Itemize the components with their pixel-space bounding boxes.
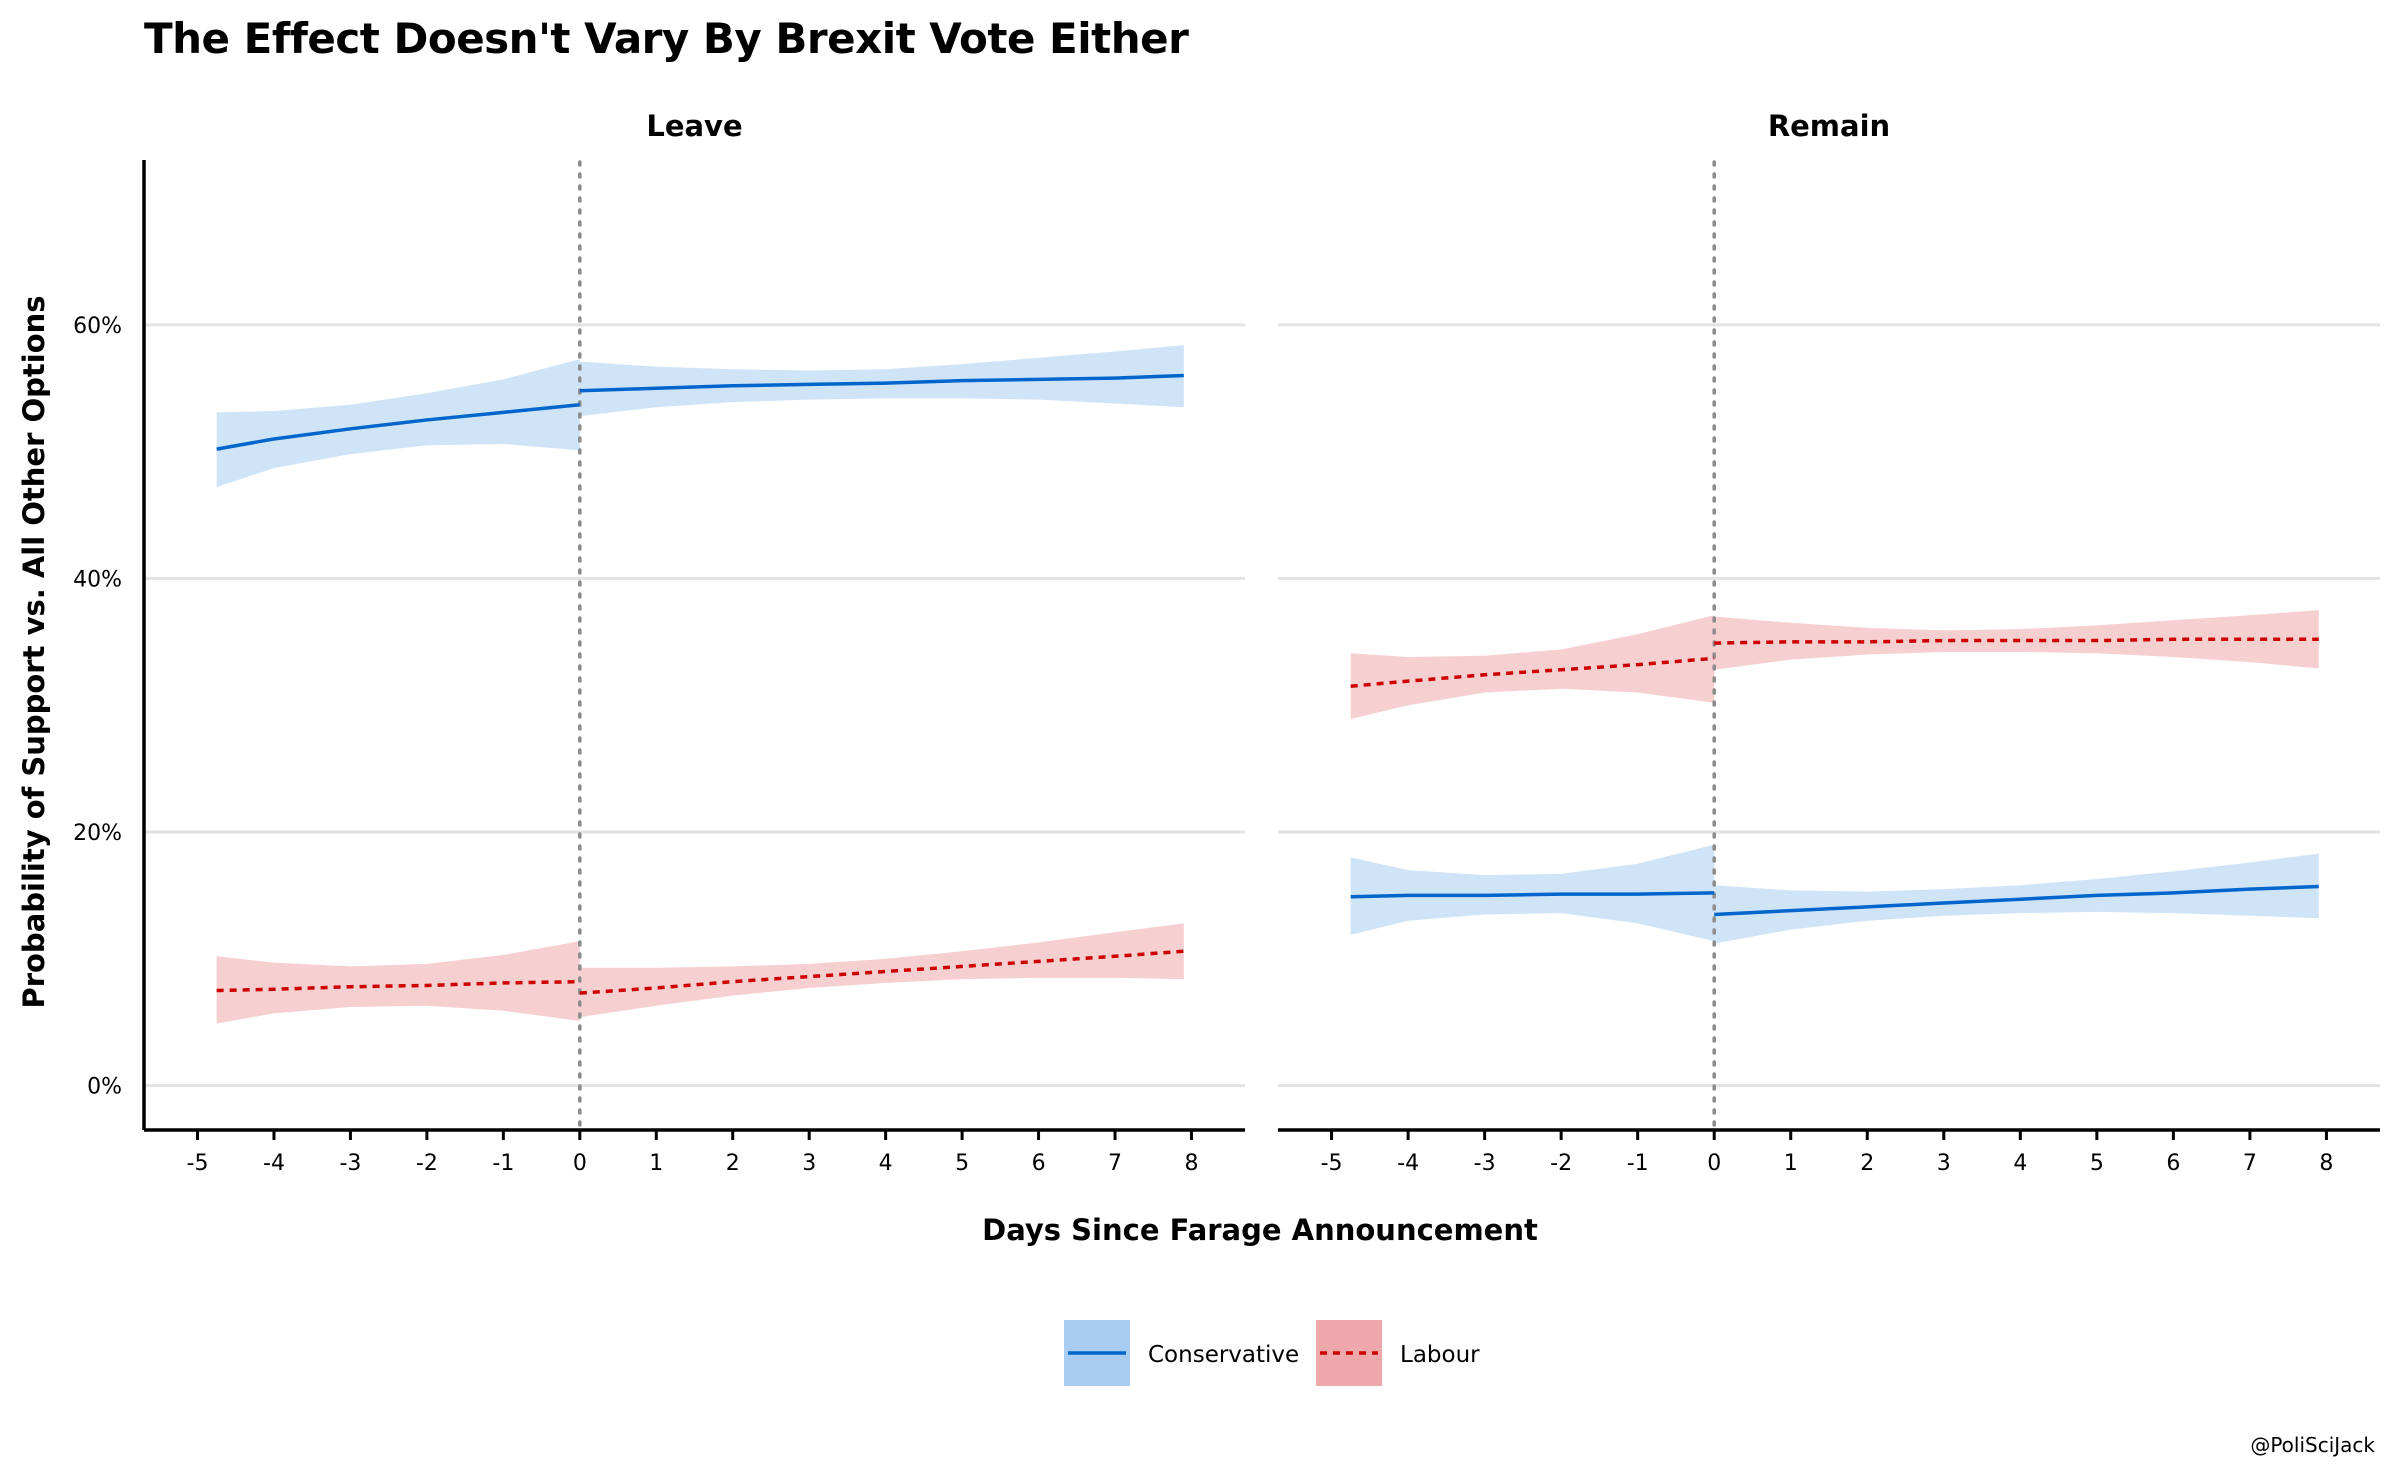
x-tick-label: -1	[492, 1151, 514, 1176]
x-tick-label: 3	[1937, 1151, 1951, 1176]
y-tick-label: 20%	[73, 821, 122, 846]
series-line-labour	[579, 949, 1184, 995]
chart-title: The Effect Doesn't Vary By Brexit Vote E…	[144, 14, 1189, 63]
x-tick-label: 0	[1707, 1151, 1721, 1176]
x-tick-label: -2	[1550, 1151, 1572, 1176]
legend: Conservative Labour	[1064, 1320, 1480, 1386]
x-tick-label: 6	[1032, 1151, 1046, 1176]
series-line-conservative	[216, 402, 580, 451]
series-line-conservative	[1350, 891, 1715, 899]
x-tick-label: 7	[2243, 1151, 2257, 1176]
x-tick-label: 8	[2319, 1151, 2333, 1176]
x-tick-label: 5	[955, 1151, 969, 1176]
facet-panel-leave: Leave 0% 20% 40% 60% -5 -4 -3 -2 -1 0 1 2 3 4 5 6 7 8	[73, 109, 1245, 1176]
x-tick-label: 3	[802, 1151, 816, 1176]
x-tick-label: 6	[2166, 1151, 2180, 1176]
ribbon-labour	[1350, 615, 1715, 720]
x-tick-label: -5	[187, 1151, 209, 1176]
x-tick-label: -1	[1627, 1151, 1649, 1176]
facet-panel-remain: Remain -5 -4 -3 -2 -1 0 1 2 3 4 5 6 7 8	[1278, 109, 2380, 1176]
series-line-labour	[1714, 637, 2319, 645]
x-tick-label: 4	[879, 1151, 893, 1176]
x-tick-label: 4	[2013, 1151, 2027, 1176]
facet-label: Leave	[646, 109, 742, 143]
x-tick-label: -3	[339, 1151, 361, 1176]
x-tick-label: -2	[416, 1151, 438, 1176]
series-line-labour	[216, 979, 580, 993]
x-tick-label: 7	[1108, 1151, 1122, 1176]
credit-text: @PoliSciJack	[2250, 1433, 2375, 1457]
legend-item-conservative: Conservative	[1064, 1320, 1299, 1386]
x-tick-label: -5	[1321, 1151, 1343, 1176]
facet-label: Remain	[1768, 109, 1890, 143]
x-tick-label: 1	[649, 1151, 663, 1176]
legend-label: Conservative	[1148, 1342, 1299, 1368]
y-tick-label: 40%	[73, 567, 122, 592]
y-tick-label: 60%	[73, 314, 122, 339]
series-line-conservative	[1714, 884, 2319, 917]
y-tick-label: 0%	[87, 1075, 122, 1100]
x-tick-label: -3	[1474, 1151, 1496, 1176]
legend-label: Labour	[1400, 1342, 1480, 1368]
y-axis-title: Probability of Support vs. All Other Opt…	[17, 295, 51, 1008]
series-line-conservative	[579, 373, 1184, 393]
x-tick-label: 0	[573, 1151, 587, 1176]
x-tick-label: -4	[1397, 1151, 1419, 1176]
x-tick-label: 5	[2090, 1151, 2104, 1176]
ribbon-labour	[216, 941, 580, 1024]
legend-item-labour: Labour	[1316, 1320, 1480, 1386]
x-tick-label: 1	[1784, 1151, 1798, 1176]
x-tick-label: 8	[1184, 1151, 1198, 1176]
x-tick-label: 2	[726, 1151, 740, 1176]
ribbon-conservative	[579, 345, 1184, 417]
x-axis-title: Days Since Farage Announcement	[982, 1213, 1538, 1247]
x-tick-label: 2	[1860, 1151, 1874, 1176]
x-tick-label: -4	[263, 1151, 285, 1176]
series-line-labour	[1350, 656, 1715, 688]
